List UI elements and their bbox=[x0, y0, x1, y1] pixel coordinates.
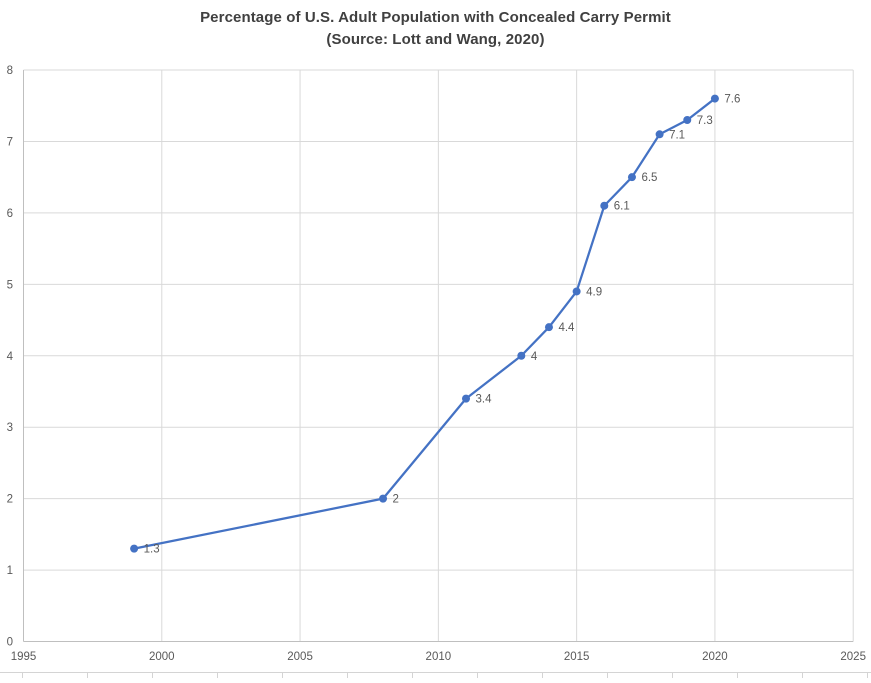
data-point-label: 4.9 bbox=[586, 286, 602, 298]
data-point-label: 7.6 bbox=[724, 94, 740, 106]
data-point-label: 1.3 bbox=[144, 544, 160, 556]
data-point-marker bbox=[600, 201, 609, 210]
y-tick-label: 1 bbox=[7, 565, 13, 577]
data-point-label: 2 bbox=[393, 494, 399, 506]
data-point-marker bbox=[130, 544, 139, 553]
y-tick-label: 2 bbox=[7, 494, 13, 506]
data-point-marker bbox=[572, 287, 581, 296]
data-point-marker bbox=[544, 323, 553, 332]
data-point-label: 4 bbox=[531, 351, 538, 363]
x-tick-label: 1995 bbox=[11, 651, 37, 663]
x-tick-label: 2025 bbox=[840, 651, 866, 663]
x-tick-label: 2015 bbox=[564, 651, 590, 663]
series-line bbox=[133, 97, 717, 550]
chart-title: Percentage of U.S. Adult Population with… bbox=[0, 7, 871, 51]
data-point-label: 3.4 bbox=[476, 394, 493, 406]
y-tick-label: 7 bbox=[7, 136, 13, 148]
chart-title-line2: (Source: Lott and Wang, 2020) bbox=[326, 31, 545, 48]
data-point-marker bbox=[627, 173, 636, 182]
x-tick-label: 2005 bbox=[287, 651, 313, 663]
data-point-marker bbox=[655, 130, 664, 139]
data-point-label: 6.5 bbox=[641, 172, 657, 184]
y-tick-label: 5 bbox=[7, 279, 13, 291]
data-point-label: 7.3 bbox=[697, 115, 713, 127]
y-tick-label: 6 bbox=[7, 208, 13, 220]
y-tick-label: 4 bbox=[7, 351, 14, 363]
data-point-marker bbox=[710, 94, 719, 103]
y-tick-label: 3 bbox=[7, 422, 13, 434]
x-tick-label: 2020 bbox=[702, 651, 728, 663]
data-point-marker bbox=[683, 116, 692, 125]
y-tick-label: 0 bbox=[7, 637, 13, 649]
data-point-marker bbox=[462, 394, 471, 403]
data-point-label: 7.1 bbox=[669, 129, 685, 141]
data-point-label: 4.4 bbox=[558, 322, 575, 334]
x-tick-label: 2010 bbox=[426, 651, 452, 663]
x-tick-label: 2000 bbox=[149, 651, 175, 663]
data-point-marker bbox=[379, 494, 388, 503]
data-point-label: 6.1 bbox=[614, 201, 630, 213]
y-tick-label: 8 bbox=[7, 65, 13, 77]
chart-title-line1: Percentage of U.S. Adult Population with… bbox=[200, 9, 671, 26]
data-point-marker bbox=[517, 351, 526, 360]
